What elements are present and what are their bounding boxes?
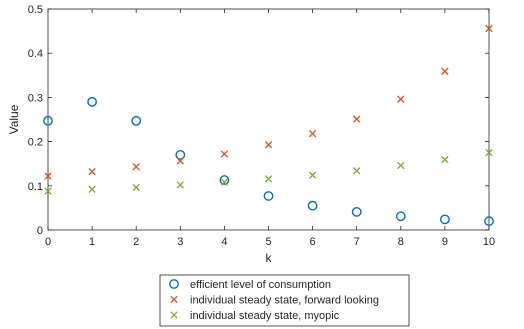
data-point [87, 96, 98, 107]
x-tick-label: 2 [133, 236, 139, 248]
series-2 [44, 24, 493, 180]
data-point [132, 163, 140, 171]
data-point [88, 185, 96, 193]
data-point [264, 175, 273, 183]
data-point [176, 157, 184, 165]
x-axis-label: k [266, 251, 273, 265]
data-point [351, 206, 362, 217]
legend-label: efficient level of consumption [190, 279, 331, 291]
data-point [264, 141, 273, 149]
data-point [353, 167, 361, 175]
x-tick-label: 4 [221, 236, 227, 248]
x-tick-label: 1 [89, 236, 95, 248]
data-point [397, 95, 405, 103]
x-tick-label: 3 [177, 236, 183, 248]
data-point [353, 115, 361, 123]
data-point [308, 171, 317, 179]
data-point [176, 181, 184, 189]
x-tick-label: 5 [265, 236, 271, 248]
data-point [175, 149, 186, 160]
data-point [485, 148, 493, 157]
series-3 [44, 148, 493, 195]
legend: efficient level of consumption individual… [159, 274, 410, 327]
data-point [397, 161, 405, 170]
plot-axes: 0 1 2 3 4 5 6 7 8 9 10 0 0.1 0.2 0.3 0.4 0.5 [28, 4, 495, 248]
legend-box [159, 274, 410, 327]
data-points [43, 24, 494, 227]
legend-label: individual steady state, myopic [190, 310, 340, 322]
data-point [44, 187, 52, 195]
data-point [43, 115, 53, 126]
data-point [441, 67, 449, 75]
y-tick-label: 0.2 [28, 137, 43, 149]
x-tick-label: 9 [442, 236, 448, 248]
y-tick-label: 0.3 [28, 92, 43, 104]
plot-frame [47, 8, 490, 231]
data-point [132, 183, 140, 192]
x-tick-label: 8 [398, 236, 404, 248]
data-point [88, 167, 96, 176]
y-tick-label: 0 [37, 225, 43, 237]
legend-marker [169, 279, 179, 289]
data-point [308, 129, 317, 138]
legend-label: individual steady state, forward looking [190, 295, 379, 307]
y-tick-label: 0.5 [28, 4, 43, 16]
y-axis-label: Value [7, 104, 21, 134]
legend-marker [170, 311, 178, 319]
data-point [44, 172, 52, 180]
series-1 [43, 96, 494, 227]
data-point [220, 150, 229, 158]
data-point [219, 175, 230, 185]
data-point [220, 178, 229, 186]
x-tick-label: 10 [483, 236, 495, 248]
data-point [307, 200, 318, 211]
data-point [484, 216, 494, 227]
y-tick-label: 0.4 [28, 48, 43, 60]
legend-marker [170, 295, 178, 304]
data-point [263, 191, 274, 201]
x-tick-label: 0 [45, 236, 51, 248]
data-point [439, 214, 450, 225]
data-point [131, 115, 142, 126]
x-tick-label: 7 [354, 236, 360, 248]
data-point [395, 211, 406, 222]
data-point [441, 156, 449, 164]
x-tick-label: 6 [310, 236, 316, 248]
data-point [485, 24, 493, 33]
y-tick-label: 0.1 [28, 181, 43, 193]
